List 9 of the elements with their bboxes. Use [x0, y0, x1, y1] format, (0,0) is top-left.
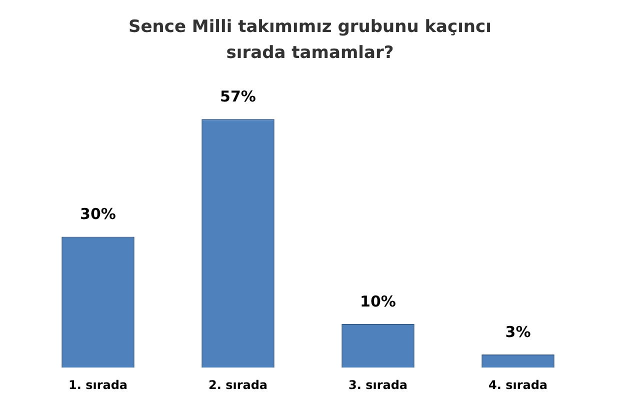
data-label: 10% [360, 292, 396, 310]
x-tick-label: 2. sırada [208, 378, 268, 392]
chart-title: Sence Milli takımımız grubunu kaçıncı sırada tamamlar? [128, 16, 492, 65]
x-tick-label: 1. sırada [68, 378, 128, 392]
data-label: 30% [80, 205, 116, 224]
x-tick-label: 3. sırada [348, 378, 408, 392]
x-tick-label: 4. sırada [488, 378, 548, 392]
data-label: 57% [220, 87, 256, 106]
data-label: 3% [505, 322, 531, 341]
